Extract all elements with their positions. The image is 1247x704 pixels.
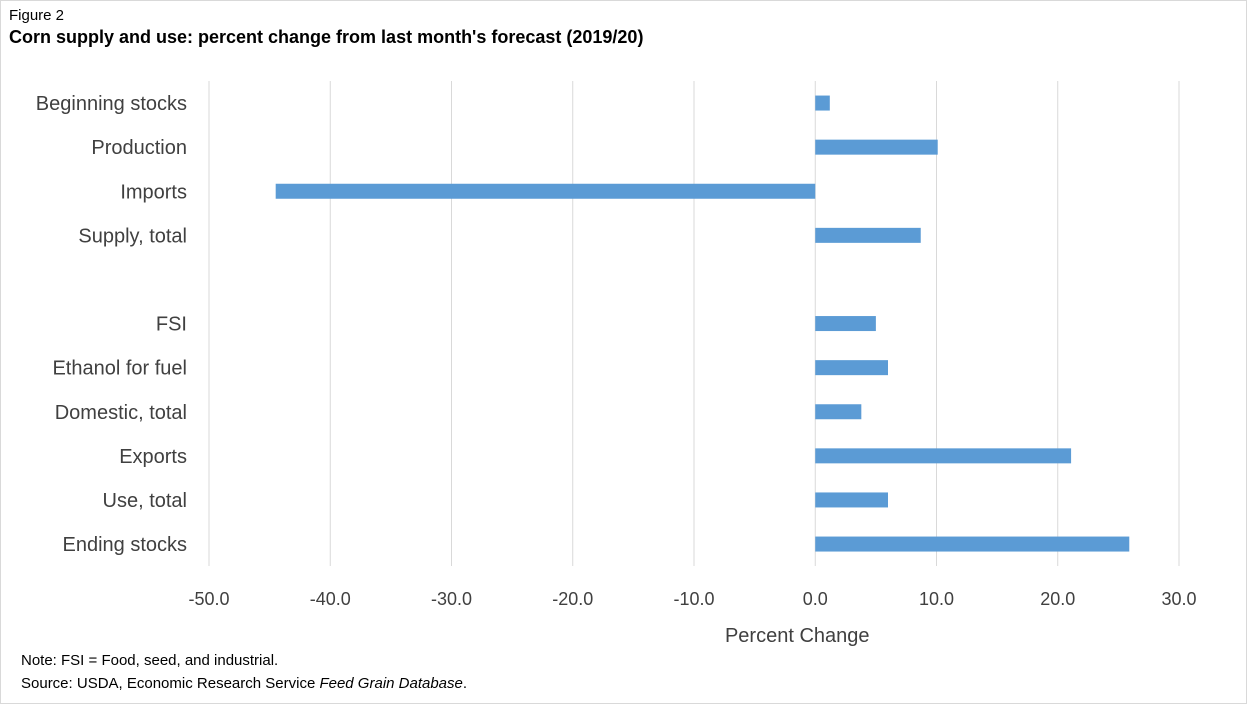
note-text: Note: FSI = Food, seed, and industrial. — [21, 652, 278, 669]
bar — [815, 228, 920, 243]
source-text: Source: USDA, Economic Research Service … — [21, 675, 467, 692]
bar — [815, 360, 888, 375]
source-prefix: Source: USDA, Economic Research Service — [21, 675, 319, 692]
category-label: Production — [91, 137, 187, 159]
x-tick-label: 10.0 — [919, 589, 954, 609]
x-axis-title: Percent Change — [725, 625, 870, 647]
x-tick-label: 30.0 — [1161, 589, 1196, 609]
x-tick-label: 0.0 — [803, 589, 828, 609]
bar — [815, 316, 876, 331]
category-label: Beginning stocks — [36, 93, 187, 115]
bar — [815, 492, 888, 507]
x-tick-label: -50.0 — [188, 589, 229, 609]
bar — [815, 140, 937, 155]
category-label: Supply, total — [78, 225, 187, 247]
category-label: Exports — [119, 446, 187, 468]
bar — [815, 96, 830, 111]
bar — [815, 404, 861, 419]
x-tick-label: -40.0 — [310, 589, 351, 609]
source-suffix: . — [463, 675, 467, 692]
bar — [276, 184, 816, 199]
category-label: Use, total — [103, 490, 187, 512]
x-tick-label: -20.0 — [552, 589, 593, 609]
x-tick-label: 20.0 — [1040, 589, 1075, 609]
category-label: Domestic, total — [55, 402, 187, 424]
category-labels: Beginning stocks Production Imports Supply,… — [36, 93, 187, 556]
gridlines — [209, 81, 1179, 566]
category-label: Ethanol for fuel — [52, 358, 187, 380]
bars — [276, 96, 1130, 552]
source-database: Feed Grain Database — [319, 675, 462, 692]
category-label: Ending stocks — [62, 534, 187, 556]
bar-chart: Beginning stocks Production Imports Supply,… — [1, 1, 1246, 651]
x-tick-label: -10.0 — [673, 589, 714, 609]
category-label: FSI — [156, 314, 187, 336]
x-tick-label: -30.0 — [431, 589, 472, 609]
bar — [815, 537, 1129, 552]
category-label: Imports — [120, 181, 187, 203]
bar — [815, 448, 1071, 463]
x-tick-labels: -50.0 -40.0 -30.0 -20.0 -10.0 0.0 10.0 20.0 30.0 — [188, 589, 1196, 609]
